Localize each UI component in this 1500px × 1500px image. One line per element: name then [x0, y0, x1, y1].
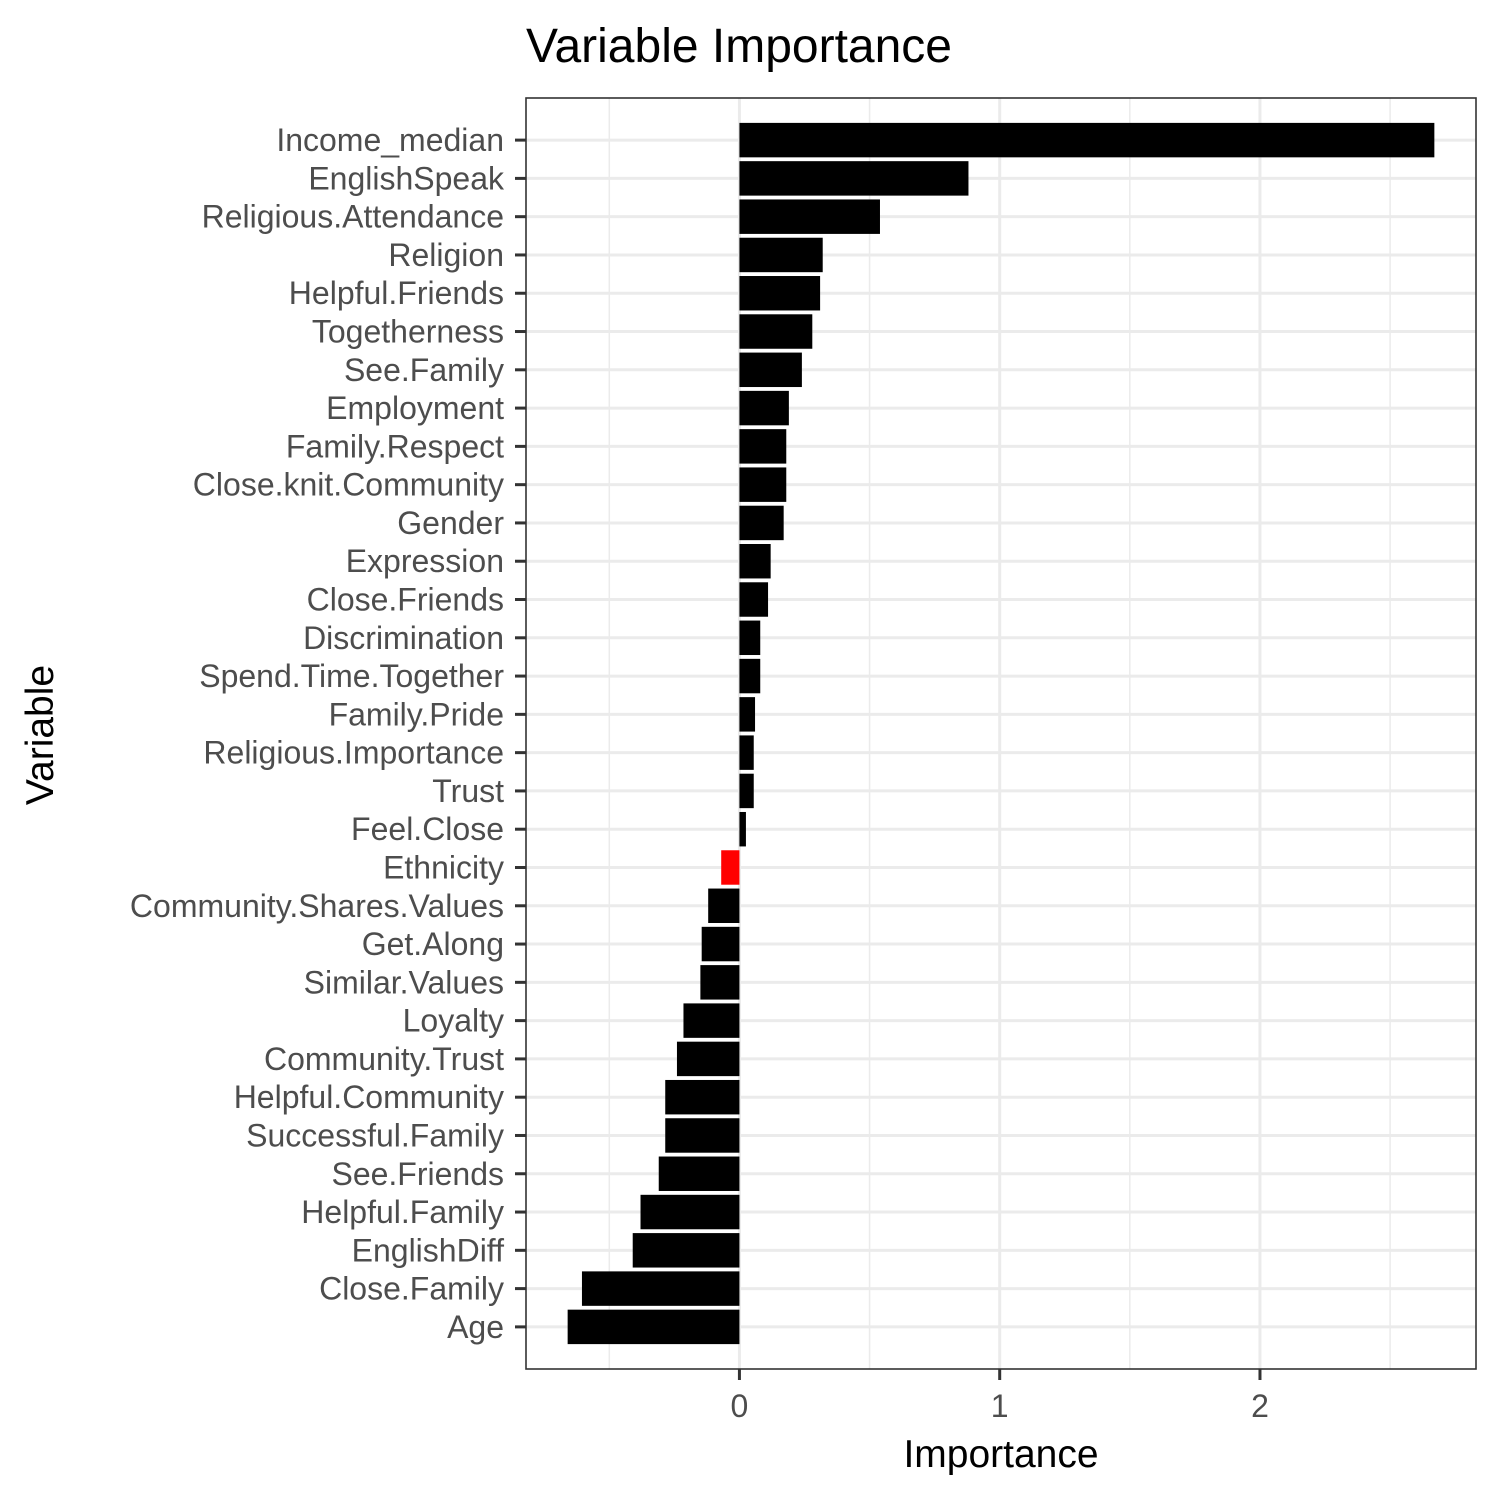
x-tick-label: 1 [991, 1388, 1009, 1424]
y-tick-label: Close.knit.Community [193, 467, 504, 503]
y-tick-label: Expression [346, 543, 504, 579]
bar [683, 1003, 740, 1038]
bar [739, 122, 1435, 158]
bar [739, 582, 769, 617]
bar [701, 926, 740, 962]
bar [739, 390, 789, 426]
bar [721, 850, 740, 885]
bar [581, 1271, 740, 1306]
bar [739, 467, 787, 502]
y-tick-label: Close.Family [319, 1271, 504, 1307]
gridlines [526, 98, 1476, 1369]
y-axis: Income_medianEnglishSpeakReligious.Atten… [130, 122, 526, 1345]
bar [567, 1309, 740, 1345]
y-tick-label: Helpful.Family [301, 1194, 504, 1230]
bar [665, 1079, 740, 1115]
y-tick-label: Togetherness [312, 314, 504, 350]
bar [739, 429, 787, 464]
bar [739, 620, 761, 656]
y-tick-label: EnglishSpeak [308, 160, 505, 196]
y-tick-label: Religious.Attendance [202, 199, 504, 235]
y-tick-label: Helpful.Friends [289, 275, 504, 311]
bar [739, 658, 761, 694]
bar [739, 237, 823, 273]
y-tick-label: Ethnicity [383, 849, 504, 885]
y-tick-label: See.Family [344, 352, 504, 388]
y-tick-label: Family.Respect [286, 428, 504, 464]
bar [739, 773, 754, 809]
y-tick-label: Community.Trust [264, 1041, 504, 1077]
y-tick-label: Discrimination [303, 620, 504, 656]
bar [739, 543, 771, 579]
y-tick-label: Successful.Family [246, 1117, 504, 1153]
bar [700, 965, 740, 1000]
y-tick-label: Religion [388, 237, 504, 273]
chart-title: Variable Importance [526, 20, 952, 73]
bar [739, 314, 813, 349]
x-axis-title: Importance [903, 1433, 1098, 1476]
y-tick-label: EnglishDiff [352, 1232, 504, 1268]
y-tick-label: Income_median [276, 122, 504, 158]
bar [739, 161, 969, 196]
bar [632, 1233, 740, 1268]
bar [739, 505, 784, 541]
bar [665, 1118, 740, 1153]
y-tick-label: Close.Friends [307, 582, 504, 618]
bars [567, 122, 1435, 1345]
y-tick-label: Employment [326, 390, 504, 426]
bar [739, 697, 756, 732]
bar [640, 1194, 740, 1230]
y-tick-label: Age [447, 1309, 504, 1345]
y-tick-label: Community.Shares.Values [130, 888, 504, 924]
y-tick-label: Religious.Importance [203, 735, 504, 771]
y-axis-title: Variable [19, 665, 62, 805]
x-tick-label: 2 [1251, 1388, 1269, 1424]
y-tick-label: Similar.Values [304, 964, 504, 1000]
y-tick-label: Get.Along [362, 926, 504, 962]
bar [739, 811, 746, 847]
y-tick-label: Gender [397, 505, 504, 541]
y-tick-label: See.Friends [331, 1156, 504, 1192]
y-tick-label: Family.Pride [329, 696, 504, 732]
bar [739, 276, 821, 311]
bar [658, 1156, 740, 1191]
x-tick-label: 0 [731, 1388, 749, 1424]
y-tick-label: Feel.Close [351, 811, 504, 847]
bar [739, 735, 754, 770]
bar [708, 888, 740, 924]
bar [739, 199, 880, 234]
y-tick-label: Trust [432, 773, 504, 809]
y-tick-label: Loyalty [403, 1003, 504, 1039]
y-tick-label: Helpful.Community [234, 1079, 504, 1115]
bar [739, 352, 802, 388]
x-axis: 0 1 2 [731, 1369, 1269, 1424]
y-tick-label: Spend.Time.Together [199, 658, 504, 694]
bar [676, 1041, 740, 1077]
